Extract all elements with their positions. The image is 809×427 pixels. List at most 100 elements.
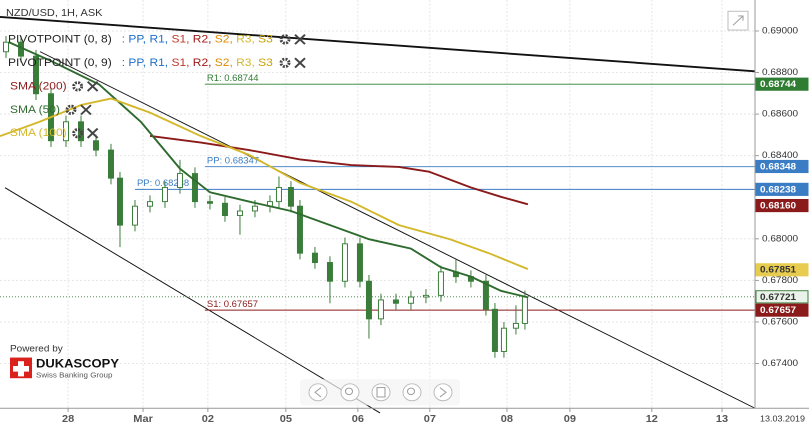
price-marker: [755, 77, 809, 91]
indicator-level: R1,: [146, 56, 168, 69]
candle-body: [221, 202, 228, 217]
remove-icon[interactable]: [86, 127, 99, 139]
indicator-level: R3,: [233, 56, 255, 69]
legend-label: SMA (50): [10, 103, 60, 116]
nav-forward[interactable]: [433, 383, 453, 402]
indicator-controls[interactable]: [279, 34, 306, 45]
y-tick-label: 0.68600: [762, 109, 799, 120]
plot: R1: 0.68744 PP: 0.68347 PP: 0.68238 S1: 0.6…: [0, 35, 755, 358]
y-tick-label: 0.67600: [762, 317, 799, 328]
candle-body: [326, 262, 333, 282]
remove-icon[interactable]: [294, 34, 306, 45]
sma-line: [0, 97, 529, 271]
settings-icon[interactable]: [279, 57, 291, 69]
zoom-out[interactable]: [340, 383, 360, 402]
price-marker: [755, 182, 809, 196]
candle-body: [296, 205, 303, 254]
trend-line: [0, 15, 756, 73]
chart-title: NZD/USD, 1H, ASK: [6, 7, 102, 19]
indicator-level: S2,: [211, 33, 232, 46]
pivot-label: PP: 0.68238: [137, 178, 189, 188]
settings-icon[interactable]: [65, 104, 77, 115]
x-tick-label: 28: [62, 414, 74, 426]
candle-body: [407, 296, 414, 304]
indicator-level: R2,: [189, 33, 211, 46]
indicator-level: : PP,: [122, 56, 146, 69]
indicator-level: S3: [255, 33, 273, 46]
indicator-level: R3,: [233, 33, 255, 46]
candle-body: [107, 149, 114, 179]
candle-body: [206, 201, 213, 204]
candle-body: [341, 243, 348, 282]
x-tick-label: 05: [280, 414, 292, 426]
candle-body: [2, 41, 9, 53]
remove-icon[interactable]: [80, 104, 92, 116]
zoom-in[interactable]: [402, 383, 422, 402]
y-tick-label: 0.68000: [762, 234, 799, 245]
candle-body: [146, 201, 153, 207]
price-marker-label: 0.68744: [760, 79, 797, 90]
brand-tagline: Swiss Banking Group: [36, 371, 112, 380]
x-tick-label: 13: [716, 414, 728, 426]
remove-icon[interactable]: [294, 57, 306, 69]
pivot-label: R1: 0.68744: [207, 73, 259, 83]
pivot-label: S1: 0.67657: [207, 299, 258, 309]
candle-body: [62, 121, 69, 142]
legend-label: SMA (100): [10, 127, 67, 140]
candle-body: [491, 308, 498, 352]
x-tick-label: 06: [352, 414, 364, 426]
price-marker: [755, 199, 809, 213]
remove-icon[interactable]: [86, 80, 99, 92]
candle-body: [32, 55, 39, 95]
indicator-level: S3: [255, 56, 273, 69]
price-marker-label: 0.67657: [760, 305, 796, 316]
candle-body: [92, 140, 99, 151]
maximize-button[interactable]: [727, 10, 749, 31]
x-tick-label: 08: [501, 414, 513, 426]
candle-body: [116, 177, 123, 226]
navigation: [300, 379, 460, 406]
x-tick-label: 09: [564, 414, 576, 426]
candle-body: [512, 322, 519, 329]
y-tick-label: 0.67400: [762, 358, 799, 369]
indicator-level: R2,: [189, 56, 211, 69]
indicator-controls[interactable]: [65, 104, 92, 116]
candle-body: [176, 173, 183, 188]
indicator-level: S1,: [168, 56, 189, 69]
candle-body: [131, 205, 138, 226]
y-tick-label: 0.68400: [762, 150, 799, 161]
channel-line: [39, 51, 756, 409]
candle-body: [377, 299, 384, 320]
nav-back[interactable]: [308, 383, 328, 402]
y-tick-label: 0.67800: [762, 275, 799, 286]
settings-icon[interactable]: [72, 81, 84, 92]
x-tick-label: 12: [646, 414, 658, 426]
price-marker-label: 0.68238: [760, 185, 797, 196]
zoom-reset[interactable]: [371, 383, 391, 402]
y-tick-label: 0.68800: [762, 67, 799, 78]
candle-body: [500, 327, 507, 352]
candle-body: [356, 243, 363, 282]
candle-body: [392, 299, 399, 304]
candle-body: [521, 296, 528, 324]
candle-body: [422, 294, 429, 298]
indicator-level: S1,: [168, 33, 189, 46]
candle-body: [251, 205, 258, 212]
candle-body: [437, 271, 444, 296]
candle-body: [365, 280, 372, 320]
indicator-name: PIVOTPOINT (0, 9): [8, 56, 112, 69]
channel-line: [4, 187, 381, 414]
settings-icon[interactable]: [279, 34, 291, 45]
settings-icon[interactable]: [72, 128, 84, 139]
indicator-level: S2,: [211, 56, 232, 69]
price-marker: [755, 263, 809, 277]
indicator-controls[interactable]: [72, 127, 99, 139]
logo-cross: [13, 361, 29, 377]
y-tick-label: 0.69000: [762, 26, 799, 37]
legend: PIVOTPOINT (0, 8): PP, R1, S1, R2, S2, R…: [8, 33, 306, 140]
grid: [0, 0, 755, 409]
indicator-controls[interactable]: [72, 80, 99, 92]
indicator-level: : PP,: [122, 33, 146, 46]
indicator-controls[interactable]: [279, 57, 306, 69]
